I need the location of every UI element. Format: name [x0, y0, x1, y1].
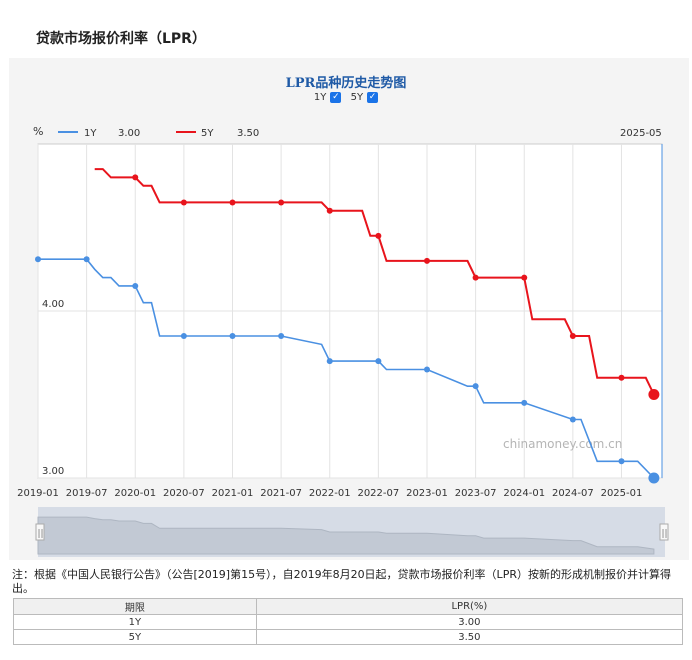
table-header-row: 期限 LPR(%) — [13, 598, 684, 615]
lpr-line-chart: % 1Y 3.00 5Y 3.50 2025-05 chinamoney.com… — [17, 125, 669, 557]
point-1y — [180, 333, 187, 340]
cell-rate: 3.50 — [255, 629, 684, 645]
point-1y — [278, 333, 285, 340]
legend-5y-name: 5Y — [201, 128, 214, 139]
watermark: chinamoney.com.cn — [503, 437, 622, 451]
toggle-5y[interactable]: 5Y ✓ — [350, 92, 379, 103]
point-1y — [569, 416, 576, 423]
header-term: 期限 — [13, 598, 257, 615]
point-5y — [375, 232, 382, 239]
point-1y — [35, 256, 41, 263]
x-tick-label: 2023-07 — [455, 488, 497, 499]
methodology-note: 注：根据《中国人民银行公告》（公告[2019]第15号），自2019年8月20日… — [12, 568, 671, 595]
chart-title: LPR品种历史走势图 — [285, 76, 407, 91]
cell-term: 5Y — [13, 629, 257, 645]
x-tick-label: 2025-01 — [601, 488, 643, 499]
y-tick-label: 4.00 — [42, 299, 64, 310]
cursor-date-label: 2025-05 — [620, 128, 662, 139]
overview-area — [37, 516, 655, 555]
point-1y — [229, 333, 236, 340]
series-toggles: 1Y ✓ 5Y ✓ — [0, 92, 692, 103]
x-tick-label: 2024-07 — [552, 488, 594, 499]
current-point-1y[interactable] — [648, 472, 660, 484]
point-5y — [132, 174, 139, 181]
range-handle-left-grip: || — [38, 529, 44, 539]
cell-rate: 3.00 — [255, 614, 684, 630]
legend-1y-name: 1Y — [84, 128, 97, 139]
point-5y — [472, 274, 479, 281]
cell-term: 1Y — [13, 614, 257, 630]
toggle-5y-label: 5Y — [350, 92, 364, 103]
point-1y — [132, 282, 139, 289]
x-tick-label: 2021-01 — [212, 488, 254, 499]
series-line-5y — [94, 168, 655, 395]
lpr-table: 期限 LPR(%) 1Y 3.00 5Y 3.50 — [13, 598, 684, 645]
toggle-1y-label: 1Y — [313, 92, 327, 103]
y-tick-label: 3.00 — [42, 466, 64, 477]
checkbox-5y[interactable]: ✓ — [367, 92, 379, 103]
x-tick-label: 2021-07 — [260, 488, 302, 499]
range-handle-right-grip: || — [662, 529, 668, 539]
point-5y — [423, 257, 430, 264]
point-1y — [618, 458, 625, 465]
checkbox-1y[interactable]: ✓ — [330, 92, 342, 103]
point-5y — [618, 374, 625, 381]
x-tick-label: 2022-07 — [357, 488, 399, 499]
current-point-5y[interactable] — [648, 389, 660, 400]
point-5y — [180, 199, 187, 206]
point-5y — [326, 207, 333, 214]
point-1y — [375, 358, 382, 365]
x-tick-label: 2020-01 — [114, 488, 156, 499]
x-tick-label: 2019-07 — [66, 488, 108, 499]
range-handle-left[interactable] — [35, 523, 45, 541]
x-tick-label: 2020-07 — [163, 488, 205, 499]
point-1y — [472, 383, 479, 390]
legend-5y-value: 3.50 — [237, 128, 259, 139]
range-handle-right[interactable] — [659, 523, 669, 541]
x-tick-label: 2019-01 — [17, 488, 59, 499]
x-tick-label: 2023-01 — [406, 488, 448, 499]
x-tick-label: 2024-01 — [503, 488, 545, 499]
point-1y — [521, 399, 528, 406]
legend-1y-value: 3.00 — [118, 128, 140, 139]
point-5y — [521, 274, 528, 281]
point-5y — [229, 199, 236, 206]
table-row: 1Y 3.00 — [13, 614, 684, 630]
point-1y — [83, 256, 90, 263]
table-row: 5Y 3.50 — [13, 629, 684, 645]
point-5y — [569, 333, 576, 340]
toggle-1y[interactable]: 1Y ✓ — [313, 92, 342, 103]
page-title: 贷款市场报价利率（LPR） — [36, 31, 206, 47]
point-1y — [423, 366, 430, 373]
header-lpr: LPR(%) — [255, 598, 684, 615]
point-1y — [326, 358, 333, 365]
range-slider[interactable]: || || — [35, 507, 669, 557]
x-tick-label: 2022-01 — [309, 488, 351, 499]
point-5y — [278, 199, 285, 206]
y-unit-label: % — [33, 125, 43, 138]
